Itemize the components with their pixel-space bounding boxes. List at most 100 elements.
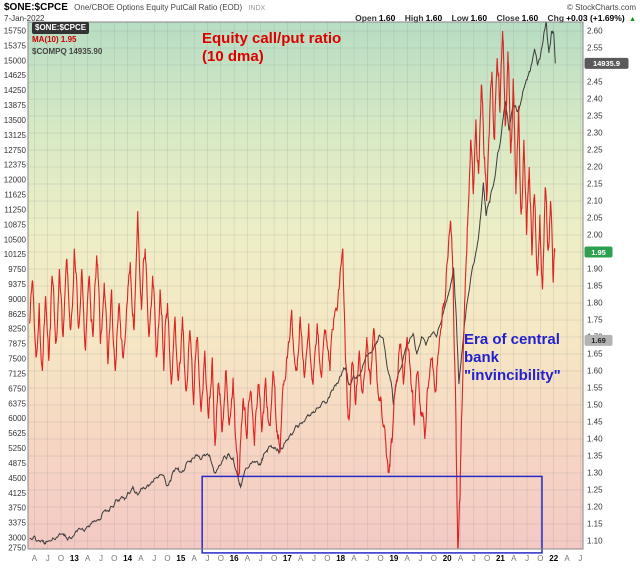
- svg-text:6750: 6750: [8, 384, 26, 393]
- svg-text:1.80: 1.80: [587, 299, 603, 308]
- annotation-call-put-line1: Equity call/put ratio: [202, 30, 342, 47]
- svg-text:A: A: [564, 554, 570, 563]
- close-value: 1.60: [521, 13, 539, 23]
- symbol-title: $ONE:$CPCE: [4, 2, 68, 13]
- svg-text:14: 14: [123, 554, 132, 563]
- svg-text:4875: 4875: [8, 459, 26, 468]
- legend-main-symbol: $ONE:$CPCE: [32, 22, 90, 34]
- svg-text:12000: 12000: [4, 176, 27, 185]
- svg-text:1.75: 1.75: [587, 316, 603, 325]
- svg-text:10500: 10500: [4, 235, 27, 244]
- left-axis-labels: 15750 15375 15000 14625 14250 13875 13500 13125…: [4, 26, 27, 552]
- change-label: Chg: [547, 13, 565, 23]
- svg-text:A: A: [511, 554, 517, 563]
- svg-text:A: A: [405, 554, 411, 563]
- svg-text:15000: 15000: [4, 56, 27, 65]
- svg-text:18: 18: [336, 554, 345, 563]
- svg-text:J: J: [99, 554, 103, 563]
- svg-text:1.10: 1.10: [587, 537, 603, 546]
- ohlc-row: Open 1.60 High 1.60 Low 1.60 Close 1.60 Chg +…: [348, 13, 636, 23]
- svg-text:1.50: 1.50: [587, 401, 603, 410]
- svg-text:O: O: [324, 554, 330, 563]
- svg-text:2.45: 2.45: [587, 78, 603, 87]
- open-label: Open: [355, 13, 377, 23]
- svg-text:A: A: [192, 554, 198, 563]
- symbol-exchange: INDX: [248, 5, 266, 12]
- copyright: © StockCharts.com: [566, 3, 636, 12]
- svg-text:O: O: [58, 554, 64, 563]
- svg-text:6000: 6000: [8, 414, 26, 423]
- svg-text:7500: 7500: [8, 355, 26, 364]
- svg-text:1.55: 1.55: [587, 384, 603, 393]
- svg-text:A: A: [351, 554, 357, 563]
- svg-text:1.85: 1.85: [587, 282, 603, 291]
- chart-header: $ONE:$CPCE One/CBOE Options Equity PutCa…: [4, 2, 265, 13]
- svg-text:O: O: [111, 554, 117, 563]
- svg-text:4500: 4500: [8, 474, 26, 483]
- svg-text:J: J: [419, 554, 423, 563]
- svg-text:O: O: [271, 554, 277, 563]
- svg-text:13500: 13500: [4, 116, 27, 125]
- svg-text:1.65: 1.65: [587, 350, 603, 359]
- series-compq: [29, 22, 556, 545]
- x-axis-labels: A J O 13 A J O 14 A J O 15 A J O 16 A J O 17 A J O 18 A J O 19 A J O 20…: [32, 554, 583, 563]
- svg-text:7875: 7875: [8, 340, 26, 349]
- svg-text:1.25: 1.25: [587, 486, 603, 495]
- close-label: Close: [496, 13, 520, 23]
- svg-text:2.40: 2.40: [587, 95, 603, 104]
- svg-text:21: 21: [496, 554, 505, 563]
- svg-text:J: J: [152, 554, 156, 563]
- svg-text:5625: 5625: [8, 429, 26, 438]
- svg-text:1.30: 1.30: [587, 469, 603, 478]
- svg-text:O: O: [218, 554, 224, 563]
- svg-text:J: J: [259, 554, 263, 563]
- annotation-central-bank-line1: Era of central: [464, 331, 560, 348]
- svg-text:J: J: [205, 554, 209, 563]
- svg-text:J: J: [525, 554, 529, 563]
- svg-text:14935.9: 14935.9: [593, 59, 620, 68]
- svg-text:J: J: [312, 554, 316, 563]
- svg-text:2.05: 2.05: [587, 214, 603, 223]
- svg-text:2.55: 2.55: [587, 44, 603, 53]
- svg-text:A: A: [245, 554, 251, 563]
- svg-text:7125: 7125: [8, 369, 26, 378]
- high-label: High: [404, 13, 424, 23]
- svg-text:2.00: 2.00: [587, 231, 603, 240]
- svg-text:2.60: 2.60: [587, 27, 603, 36]
- svg-text:11250: 11250: [4, 205, 26, 214]
- svg-text:3375: 3375: [8, 519, 26, 528]
- svg-text:1.95: 1.95: [591, 248, 606, 257]
- svg-text:A: A: [458, 554, 464, 563]
- svg-text:2.35: 2.35: [587, 112, 603, 121]
- svg-text:16: 16: [230, 554, 239, 563]
- svg-text:2.30: 2.30: [587, 129, 603, 138]
- svg-text:J: J: [578, 554, 582, 563]
- svg-text:10125: 10125: [4, 250, 27, 259]
- svg-text:13875: 13875: [4, 101, 27, 110]
- svg-text:13: 13: [70, 554, 79, 563]
- chart-date: 7-Jan-2022: [4, 14, 45, 23]
- svg-text:3750: 3750: [8, 504, 26, 513]
- svg-text:15375: 15375: [4, 41, 27, 50]
- svg-text:O: O: [431, 554, 437, 563]
- series-ratio: [29, 30, 556, 549]
- svg-text:J: J: [472, 554, 476, 563]
- high-value: 1.60: [425, 13, 443, 23]
- annotation-call-put-line2: (10 dma): [202, 48, 264, 65]
- change-value: +0.03 (+1.69%): [566, 13, 625, 23]
- legend-compq: $COMPQ 14935.90: [32, 47, 103, 56]
- svg-text:22: 22: [549, 554, 558, 563]
- svg-text:2.20: 2.20: [587, 163, 603, 172]
- svg-text:1.20: 1.20: [587, 503, 603, 512]
- gridlines: [28, 22, 583, 549]
- svg-text:8250: 8250: [8, 325, 26, 334]
- svg-text:15750: 15750: [4, 26, 27, 35]
- svg-text:9375: 9375: [8, 280, 26, 289]
- svg-text:13125: 13125: [4, 131, 27, 140]
- annotation-central-bank-line2: bank: [464, 349, 500, 366]
- svg-text:9000: 9000: [8, 295, 26, 304]
- svg-text:O: O: [164, 554, 170, 563]
- svg-text:A: A: [138, 554, 144, 563]
